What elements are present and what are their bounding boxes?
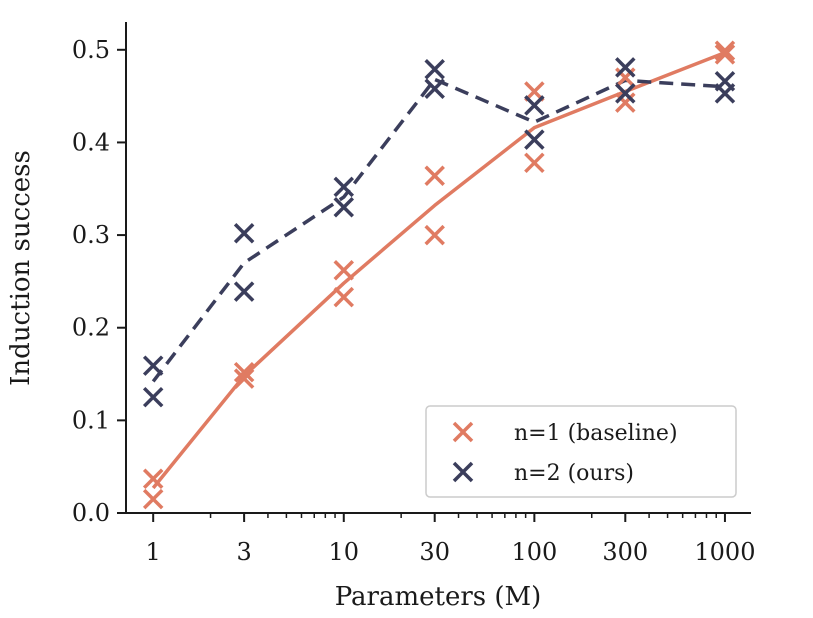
data-point-series-1	[233, 222, 255, 244]
data-point-series-1	[233, 281, 255, 302]
data-point-series-1-stroke	[615, 57, 636, 78]
data-point-series-1-stroke	[424, 59, 445, 80]
data-point-series-0	[424, 224, 445, 246]
legend-x-mark	[452, 461, 474, 483]
data-point-series-1	[142, 355, 164, 376]
data-point-series-0-stroke	[142, 468, 164, 489]
legend-label-ours: n=2 (ours)	[514, 461, 634, 486]
data-point-series-1-stroke	[142, 355, 164, 376]
data-point-series-0-stroke	[333, 260, 355, 281]
data-point-series-0	[615, 92, 636, 113]
data-point-series-0	[714, 40, 736, 61]
x-tick-label: 100	[511, 538, 557, 566]
data-point-series-1-stroke	[233, 222, 255, 244]
data-point-series-0	[714, 44, 736, 65]
data-point-series-0	[524, 152, 545, 174]
y-tick-label: 0.1	[72, 406, 110, 434]
data-point-series-0	[233, 368, 255, 389]
data-point-series-0-stroke	[615, 92, 636, 113]
legend-marker-ours	[452, 461, 474, 483]
legend-x-mark	[452, 421, 474, 443]
data-point-series-1-stroke	[714, 83, 736, 104]
y-tick-label: 0.0	[72, 499, 110, 527]
data-point-series-0-stroke	[142, 488, 164, 510]
data-point-series-0	[333, 286, 355, 308]
x-major-ticks	[152, 513, 726, 522]
data-point-series-1-stroke	[333, 197, 355, 218]
series-markers	[142, 40, 736, 510]
legend-x-mark-stroke	[452, 421, 474, 443]
data-point-series-1	[714, 83, 736, 104]
data-point-series-1-stroke	[615, 83, 636, 104]
data-point-series-1-stroke	[333, 176, 355, 198]
data-point-series-0	[333, 260, 355, 281]
data-point-series-1	[333, 197, 355, 218]
data-point-series-0-stroke	[333, 286, 355, 308]
data-point-series-1-stroke	[142, 386, 164, 408]
x-tick-label: 1000	[694, 538, 755, 566]
data-point-series-1	[424, 59, 445, 80]
data-point-series-0	[424, 165, 445, 187]
y-ticks	[117, 48, 126, 514]
data-point-series-1	[615, 57, 636, 78]
series-line-1	[151, 77, 726, 383]
legend: n=1 (baseline) n=2 (ours)	[425, 405, 737, 498]
y-tick-label: 0.5	[72, 36, 110, 64]
data-point-series-0-stroke	[714, 44, 736, 65]
y-tick-label: 0.4	[72, 128, 110, 156]
data-point-series-1	[615, 83, 636, 104]
legend-x-mark-stroke	[452, 461, 474, 483]
data-point-series-0-stroke	[233, 361, 255, 383]
legend-box	[425, 405, 737, 498]
data-point-series-1-stroke	[524, 95, 545, 116]
legend-label-baseline: n=1 (baseline)	[514, 421, 678, 446]
data-point-series-0-stroke	[524, 152, 545, 174]
y-tick-label: 0.2	[72, 314, 110, 342]
data-point-series-1	[142, 386, 164, 408]
y-tick-labels: 0.0 0.1 0.2 0.3 0.4 0.5	[72, 36, 110, 527]
legend-marker-baseline	[452, 421, 474, 443]
x-tick-labels: 1 3 10 30 100 300 1000	[146, 538, 756, 566]
data-point-series-0-stroke	[233, 368, 255, 389]
data-point-series-1-stroke	[424, 78, 445, 99]
x-tick-label: 10	[329, 538, 360, 566]
data-point-series-0-stroke	[424, 165, 445, 187]
y-tick-label: 0.3	[72, 221, 110, 249]
data-point-series-0-stroke	[424, 224, 445, 246]
data-point-series-0	[233, 361, 255, 383]
data-point-series-0	[142, 468, 164, 489]
data-point-series-1	[333, 176, 355, 198]
x-axis-label: Parameters (M)	[335, 582, 542, 612]
x-tick-label: 30	[419, 538, 450, 566]
x-tick-label: 1	[146, 538, 161, 566]
data-point-series-1	[524, 129, 545, 150]
data-point-series-1-stroke	[233, 281, 255, 302]
data-point-series-1	[524, 95, 545, 116]
data-point-series-0-stroke	[714, 40, 736, 61]
y-axis-label: Induction success	[6, 150, 36, 386]
data-point-series-1-stroke	[524, 129, 545, 150]
x-tick-label: 300	[602, 538, 648, 566]
data-point-series-1	[424, 78, 445, 99]
x-tick-label: 3	[236, 538, 251, 566]
data-point-series-0	[142, 488, 164, 510]
